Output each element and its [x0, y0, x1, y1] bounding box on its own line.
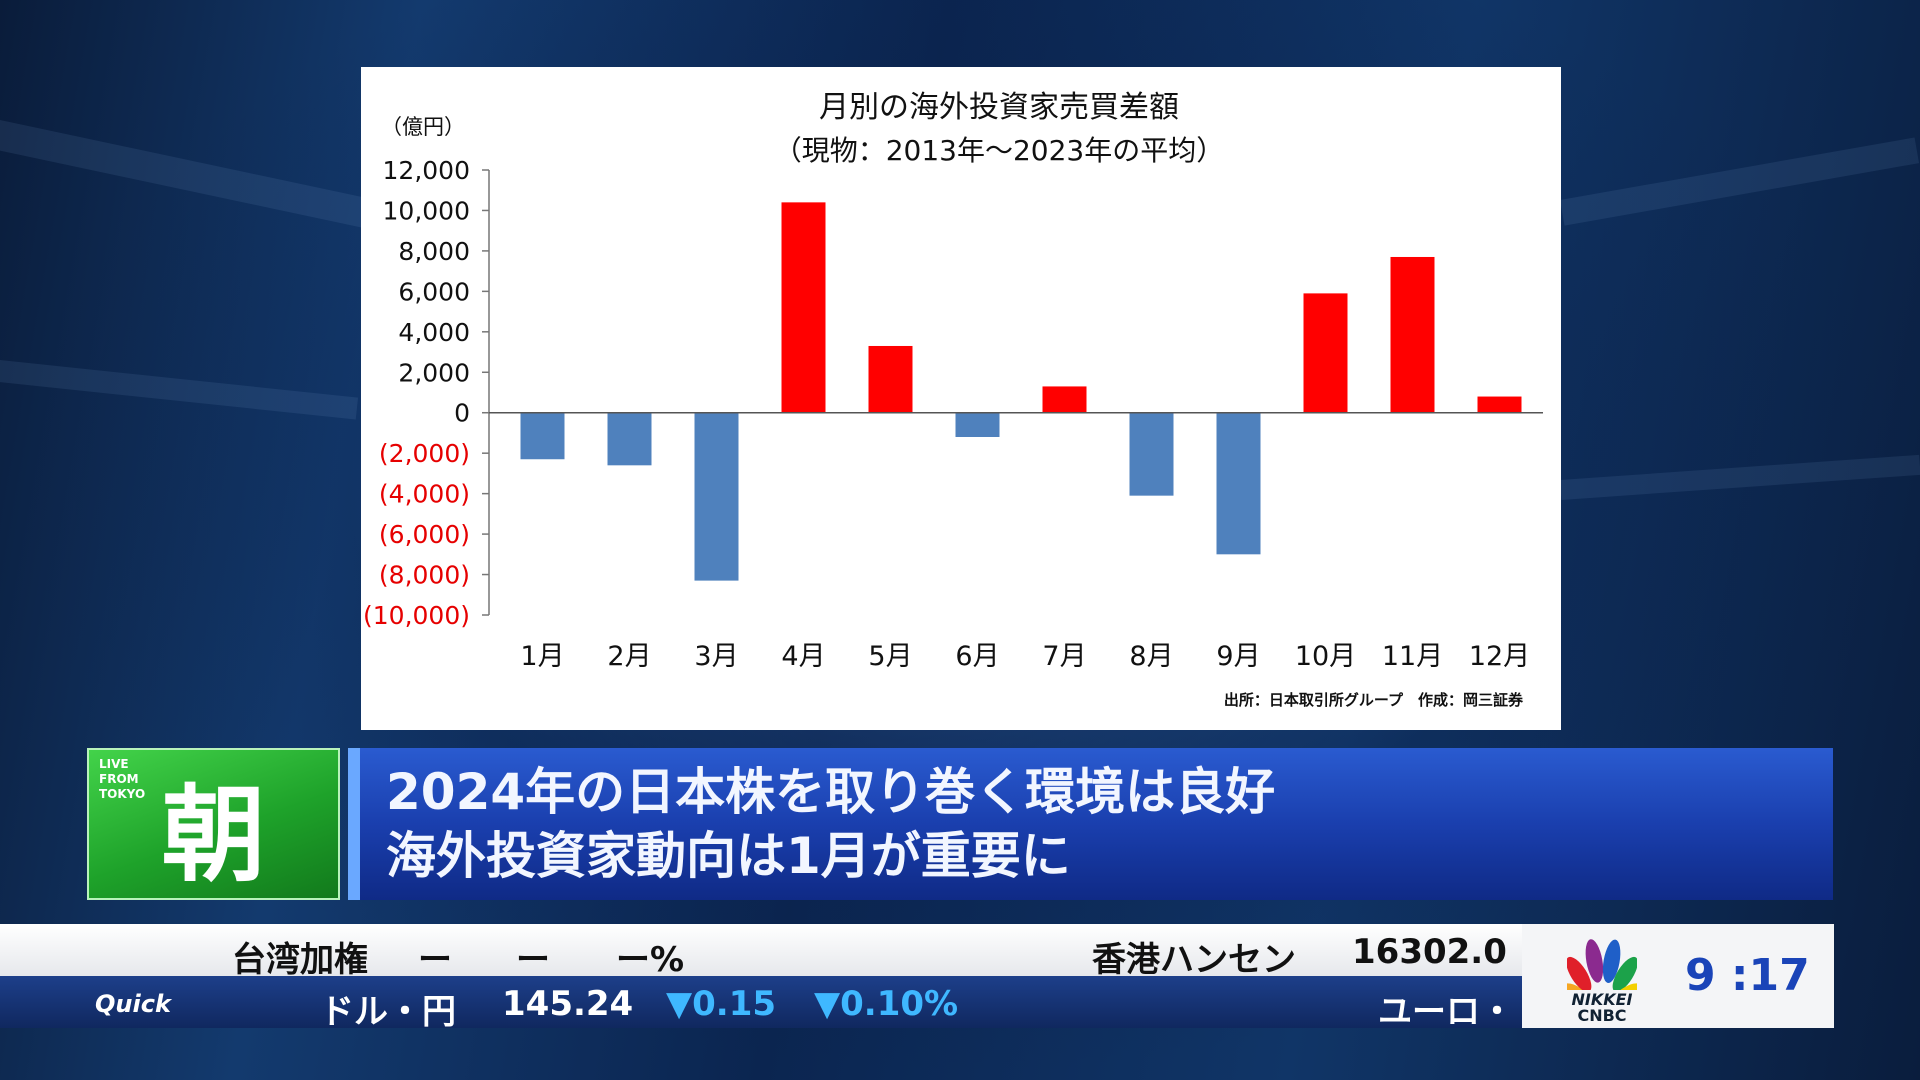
y-tick-label: (10,000) [363, 601, 470, 630]
ticker-value-usdjpy: 145.24 [502, 984, 634, 1024]
ticker-value-2: ー [516, 940, 550, 980]
x-tick-label: 12月 [1469, 641, 1530, 672]
ticker-change-pct-usdjpy: ▼0.10% [814, 984, 959, 1024]
x-tick-label: 8月 [1129, 641, 1173, 672]
y-tick-label: 6,000 [398, 277, 470, 306]
chart-panel: 月別の海外投資家売買差額 （現物：2013年～2023年の平均） （億円） 12,00… [361, 67, 1561, 730]
y-tick-label: (6,000) [379, 520, 470, 549]
bar-8 [1129, 412, 1174, 496]
headline-bar: 2024年の日本株を取り巻く環境は良好 海外投資家動向は1月が重要に [348, 748, 1833, 900]
x-tick-label: 11月 [1382, 641, 1443, 672]
y-tick-label: (2,000) [379, 439, 470, 468]
y-tick-label: 2,000 [398, 358, 470, 387]
x-tick-label: 4月 [781, 641, 825, 672]
bar-1 [520, 412, 565, 460]
x-tick-label: 9月 [1216, 641, 1260, 672]
bar-10 [1303, 293, 1348, 413]
ticker-change-usdjpy: ▼0.15 [666, 984, 777, 1024]
program-badge: LIVE FROM TOKYO 朝 [87, 748, 340, 900]
y-axis-unit-label: （億円） [381, 115, 465, 139]
bar-2 [607, 412, 652, 466]
y-tick-label: 0 [454, 399, 470, 428]
program-logo-char: 朝 [161, 774, 266, 896]
clock: 9 :17 [1685, 950, 1810, 1001]
bar-12 [1477, 396, 1522, 413]
x-tick-label: 10月 [1295, 641, 1356, 672]
ticker-bottom: Quick ドル・円 145.24 ▼0.15 ▼0.10% ユーロ・ [0, 976, 1522, 1032]
ticker-name-taiwan: 台湾加権 [232, 940, 368, 980]
chart-source: 出所：日本取引所グループ 作成：岡三証券 [1223, 691, 1523, 709]
y-tick-label: (8,000) [379, 561, 470, 590]
ticker-value-1: ー [418, 940, 452, 980]
bar-6 [955, 412, 1000, 437]
quick-logo: Quick [95, 990, 171, 1018]
bar-4 [781, 202, 826, 413]
bar-7 [1042, 386, 1087, 413]
y-tick-label: 8,000 [398, 237, 470, 266]
x-tick-label: 6月 [955, 641, 999, 672]
y-tick-label: (4,000) [379, 480, 470, 509]
channel-logo-box: NIKKEI CNBC 9 :17 [1522, 924, 1834, 1028]
bar-9 [1216, 412, 1261, 555]
y-tick-label: 12,000 [383, 156, 470, 185]
x-tick-label: 3月 [694, 641, 738, 672]
peacock-icon [1567, 939, 1637, 990]
ticker-top: 台湾加権 ー ー ー% 香港ハンセン 16302.0 [0, 924, 1522, 980]
ticker-value-hangseng: 16302.0 [1352, 932, 1507, 972]
headline-line-2: 海外投資家動向は1月が重要に [386, 827, 1071, 885]
bar-3 [694, 412, 739, 581]
x-tick-label: 2月 [607, 641, 651, 672]
chart-subtitle: （現物：2013年～2023年の平均） [774, 134, 1225, 167]
x-tick-label: 7月 [1042, 641, 1086, 672]
bar-11 [1390, 256, 1435, 413]
chart-title: 月別の海外投資家売買差額 [819, 90, 1179, 125]
x-tick-label: 1月 [520, 641, 564, 672]
ticker-name-usdjpy: ドル・円 [320, 992, 456, 1032]
x-tick-label: 5月 [868, 641, 912, 672]
headline-line-1: 2024年の日本株を取り巻く環境は良好 [386, 763, 1276, 821]
ticker-value-3: ー% [616, 940, 685, 980]
ticker-name-eurjpy: ユーロ・ [1378, 992, 1514, 1032]
channel-logo-text: NIKKEI CNBC [1571, 990, 1633, 1025]
bar-chart: 月別の海外投資家売買差額 （現物：2013年～2023年の平均） （億円） 12,00… [363, 90, 1543, 672]
live-from-tokyo-label: LIVE FROM TOKYO [99, 757, 146, 801]
bar-5 [868, 345, 913, 413]
ticker-name-hangseng: 香港ハンセン [1092, 940, 1296, 980]
y-tick-label: 4,000 [398, 318, 470, 347]
y-tick-label: 10,000 [383, 196, 470, 225]
